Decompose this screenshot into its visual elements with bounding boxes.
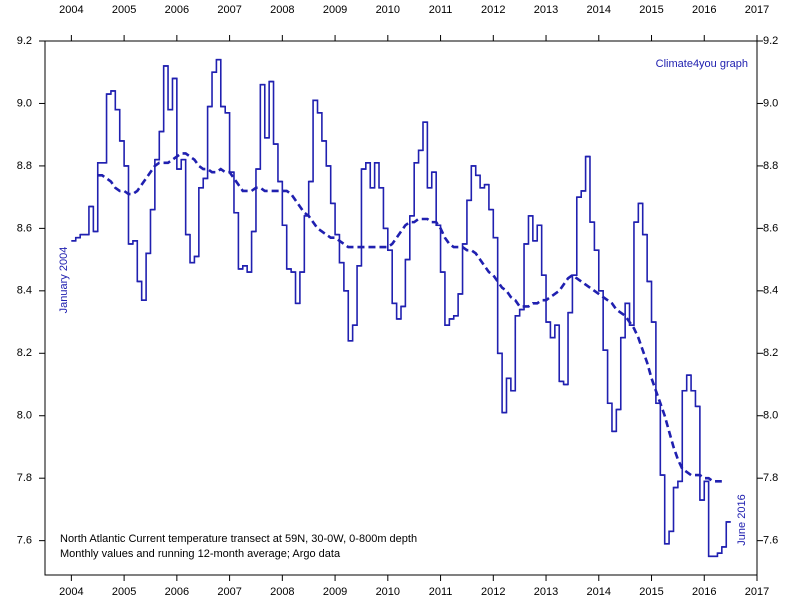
x-tick-label: 2008 bbox=[270, 4, 294, 16]
x-tick-label: 2013 bbox=[534, 586, 558, 598]
x-tick-label: 2006 bbox=[165, 586, 189, 598]
running-average bbox=[97, 152, 722, 483]
x-tick-label: 2004 bbox=[59, 4, 83, 16]
x-tick-label: 2007 bbox=[217, 4, 241, 16]
x-tick-label: 2015 bbox=[639, 4, 663, 16]
x-tick-label: 2010 bbox=[376, 586, 400, 598]
y-tick-label: 8.2 bbox=[17, 347, 32, 359]
y-tick-label: 8.6 bbox=[17, 222, 32, 234]
x-tick-label: 2012 bbox=[481, 4, 505, 16]
x-tick-label: 2008 bbox=[270, 586, 294, 598]
step-connector bbox=[71, 58, 731, 558]
credit: Climate4you graph bbox=[656, 58, 748, 70]
end-label: June 2016 bbox=[736, 494, 748, 545]
y-tick-label: 8.8 bbox=[763, 160, 778, 172]
y-tick-label: 9.0 bbox=[17, 97, 32, 109]
x-tick-label: 2011 bbox=[429, 4, 453, 16]
y-tick-label: 7.8 bbox=[763, 472, 778, 484]
y-tick-label: 9.2 bbox=[17, 35, 32, 47]
y-tick-label: 7.8 bbox=[17, 472, 32, 484]
x-tick-label: 2017 bbox=[745, 4, 769, 16]
x-tick-label: 2004 bbox=[59, 586, 83, 598]
caption-line: North Atlantic Current temperature trans… bbox=[60, 533, 417, 545]
y-tick-label: 8.4 bbox=[17, 285, 32, 297]
caption-line: Monthly values and running 12-month aver… bbox=[60, 548, 341, 560]
y-tick-label: 7.6 bbox=[763, 535, 778, 547]
y-tick-label: 8.0 bbox=[763, 410, 778, 422]
x-tick-label: 2016 bbox=[692, 4, 716, 16]
x-tick-label: 2015 bbox=[639, 586, 663, 598]
y-tick-label: 9.0 bbox=[763, 97, 778, 109]
x-tick-label: 2005 bbox=[112, 586, 136, 598]
y-tick-label: 8.6 bbox=[763, 222, 778, 234]
y-tick-label: 8.2 bbox=[763, 347, 778, 359]
x-tick-label: 2005 bbox=[112, 4, 136, 16]
x-tick-label: 2016 bbox=[692, 586, 716, 598]
x-tick-label: 2013 bbox=[534, 4, 558, 16]
x-tick-label: 2010 bbox=[376, 4, 400, 16]
x-tick-label: 2017 bbox=[745, 586, 769, 598]
y-tick-label: 8.0 bbox=[17, 410, 32, 422]
plot-frame bbox=[44, 40, 758, 576]
x-tick-label: 2014 bbox=[587, 586, 611, 598]
x-tick-label: 2006 bbox=[165, 4, 189, 16]
x-tick-label: 2009 bbox=[323, 586, 347, 598]
y-tick-label: 8.4 bbox=[763, 285, 778, 297]
x-tick-label: 2009 bbox=[323, 4, 347, 16]
x-tick-label: 2011 bbox=[429, 586, 453, 598]
x-tick-label: 2014 bbox=[587, 4, 611, 16]
y-tick-label: 9.2 bbox=[763, 35, 778, 47]
x-tick-label: 2012 bbox=[481, 586, 505, 598]
y-tick-label: 8.8 bbox=[17, 160, 32, 172]
x-tick-label: 2007 bbox=[217, 586, 241, 598]
y-tick-label: 7.6 bbox=[17, 535, 32, 547]
start-label: January 2004 bbox=[58, 247, 70, 314]
